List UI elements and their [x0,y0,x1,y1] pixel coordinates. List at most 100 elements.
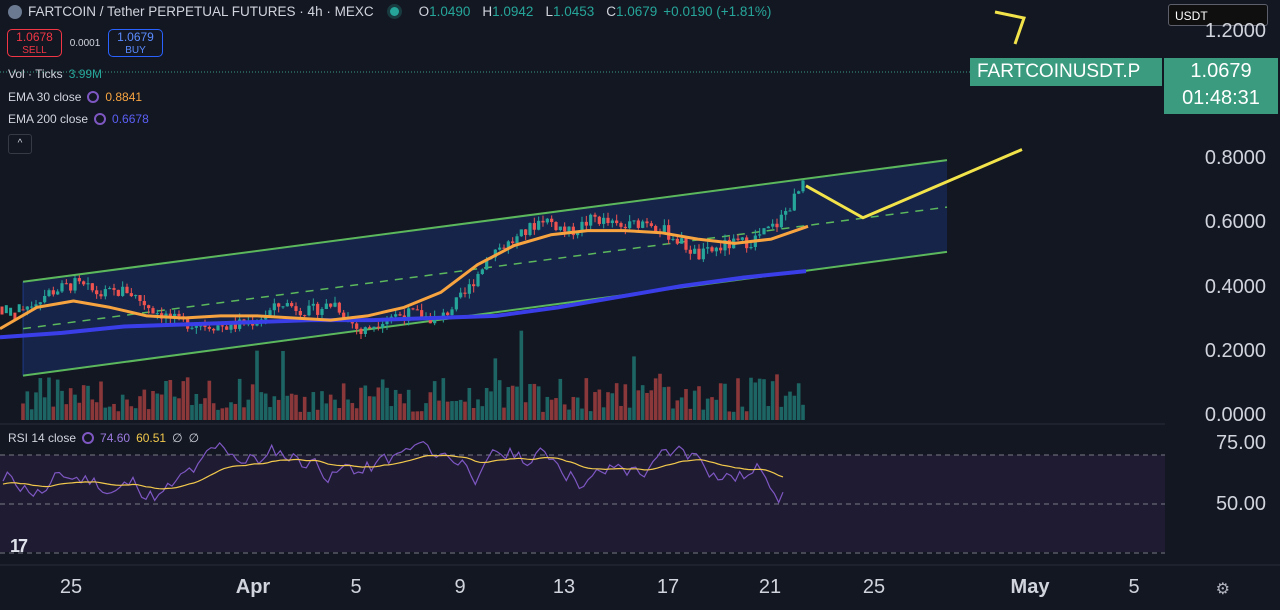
price-axis-label: 0.6000 [1204,211,1266,233]
volume-bar [666,386,671,420]
spread-value: 0.0001 [69,37,101,49]
candle-body [779,214,783,228]
sell-price: 1.0678 [16,30,53,44]
volume-bar [445,401,450,420]
volume-bar [298,411,303,420]
candle-body [519,229,523,237]
volume-bar [484,387,489,420]
candle-body [775,223,779,228]
legend-ema30[interactable]: EMA 30 close 0.8841 [8,90,142,104]
candle-body [636,220,640,228]
volume-bar [276,399,281,420]
volume-bar [406,389,411,420]
volume-bar [419,411,424,420]
candle-body [684,238,688,250]
candle-body [368,327,372,329]
candle-body [654,225,658,232]
candle-body [420,310,424,319]
volume-bar [463,401,467,420]
volume-bar [675,400,680,420]
buy-label: BUY [125,45,146,56]
volume-bar [428,392,433,420]
volume-bar [727,411,732,420]
volume-bar [294,394,298,420]
candle-body [298,310,302,316]
candle-body [324,303,328,310]
volume-bar [207,380,212,420]
candle-body [290,303,294,307]
candle-body [454,297,458,310]
candle-body [675,238,679,244]
volume-bar [783,395,788,420]
candle-body [563,226,567,232]
candle-body [589,214,593,226]
collapse-legend-button[interactable]: ^ [8,134,32,154]
volume-bar [285,395,290,420]
visibility-icon[interactable] [82,432,95,444]
legend-rsi[interactable]: RSI 14 close 74.60 60.51 ∅ ∅ [8,431,199,445]
buy-button[interactable]: 1.0679 BUY [108,29,163,57]
volume-bar [25,391,30,420]
volume-bar [233,403,238,420]
sell-button[interactable]: 1.0678 SELL [7,29,62,57]
volume-bar [268,407,272,420]
volume-bar [454,400,459,420]
candle-body [502,247,506,249]
volume-bar [562,404,567,420]
legend-volume[interactable]: Vol · Ticks 3.99M [8,67,102,81]
volume-bar [714,399,719,420]
volume-bar [68,388,73,420]
sell-label: SELL [22,45,47,56]
candle-body [697,248,701,260]
volume-bar [159,394,164,420]
candle-body [441,312,445,318]
volume-bar [81,385,86,420]
volume-bar [372,396,376,420]
volume-bar [788,391,792,420]
candle-body [9,307,13,316]
volume-bar [350,403,355,420]
volume-bar [120,394,125,420]
visibility-icon[interactable] [87,91,100,103]
gear-icon[interactable]: ⚙ [1215,581,1230,598]
volume-bar [619,405,623,420]
volume-bar [645,392,649,420]
tradingview-logo[interactable]: 17 [10,536,28,556]
volume-bar [796,383,801,420]
symbol-title[interactable]: FARTCOIN / Tether PERPETUAL FUTURES · 4h… [28,4,374,19]
volume-bar [198,403,203,420]
volume-bar [723,383,727,420]
volume-bar [224,407,229,420]
candle-body [60,283,64,292]
legend-ema200[interactable]: EMA 200 close 0.6678 [8,112,149,126]
candle-body [121,286,125,296]
candle-body [567,226,571,232]
volume-bar [47,377,51,420]
volume-bar [259,392,264,420]
volume-bar [359,387,363,420]
currency-select[interactable]: USDT [1168,4,1268,26]
ema200-line [0,269,807,340]
volume-bar [107,406,112,420]
volume-bar [272,396,277,420]
chart-header: FARTCOIN / Tether PERPETUAL FUTURES · 4h… [8,4,771,19]
candle-body [233,322,237,329]
candle-body [212,328,216,331]
volume-bar [64,404,69,420]
candle-body [584,221,588,226]
volume-bar [190,404,194,420]
candle-body [537,220,541,230]
candle-body [411,308,415,310]
volume-bar [432,381,437,420]
volume-bar [653,378,658,420]
candle-body [541,220,545,223]
ohlc-open: O1.0490 [418,4,471,19]
visibility-icon[interactable] [94,113,107,125]
candle-body [554,222,558,231]
volume-bar [450,401,454,420]
volume-bar [779,406,784,420]
candle-body [693,248,697,254]
volume-bar [567,409,571,420]
volume-bar [129,406,134,420]
